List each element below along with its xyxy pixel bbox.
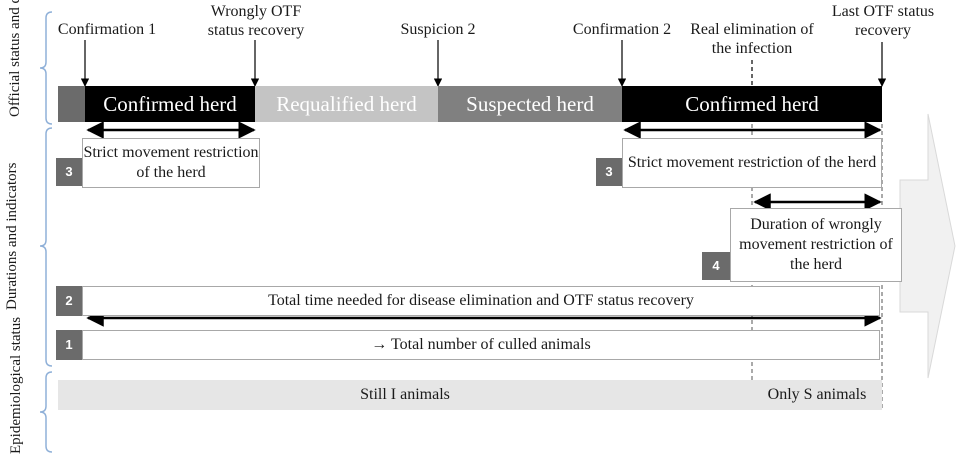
indicator-badge-3a: 3	[56, 158, 82, 186]
indicator-total-time: Total time needed for disease eliminatio…	[82, 286, 880, 316]
event-label-confirmation2: Confirmation 2	[572, 21, 672, 38]
status-requalified-herd: Requalified herd	[255, 86, 438, 122]
epi-only-s-animals: Only S animals	[752, 380, 882, 410]
epi-still-i-animals: Still I animals	[58, 380, 752, 410]
indicator-strict-restriction-1: Strict movement restriction of the herd	[82, 138, 260, 188]
indicator-badge-2: 2	[56, 286, 82, 316]
event-label-confirmation1: Confirmation 1	[57, 21, 157, 38]
timeline-arrow-shape	[899, 113, 956, 379]
indicator-wrongly-restriction: Duration of wrongly movement restriction…	[730, 208, 902, 282]
event-label-wrongly-otf: Wrongly OTF status recovery	[207, 3, 305, 39]
indicator-wrongly-restriction-text: Duration of wrongly movement restriction…	[739, 216, 893, 273]
status-confirmed-herd-2: Confirmed herd	[622, 86, 882, 122]
bracket-durations	[39, 127, 53, 367]
bracket-official	[39, 11, 53, 125]
indicator-strict-restriction-2-text: Strict movement restriction of the herd	[627, 154, 877, 171]
indicator-strict-restriction-2: Strict movement restriction of the herd	[622, 138, 882, 188]
bracket-epidemiological	[39, 371, 53, 453]
indicator-strict-restriction-1-text: Strict movement restriction of the herd	[83, 144, 259, 181]
indicator-badge-3b: 3	[596, 158, 622, 186]
indicator-total-time-text: Total time needed for disease eliminatio…	[268, 292, 694, 309]
status-suspected-herd: Suspected herd	[438, 86, 622, 122]
event-label-last-otf: Last OTF status recovery	[831, 3, 935, 39]
indicator-badge-1: 1	[56, 330, 82, 360]
event-label-real-elimination: Real elimination of the infection	[690, 21, 814, 57]
event-label-suspicion2: Suspicion 2	[400, 21, 476, 38]
status-confirmed-herd-1: Confirmed herd	[85, 86, 255, 122]
indicator-culled-animals-text: → Total number of culled animals	[371, 336, 591, 353]
indicator-badge-4: 4	[702, 252, 730, 280]
indicator-culled-animals: → Total number of culled animals	[82, 330, 880, 360]
status-bar-start	[58, 86, 85, 122]
